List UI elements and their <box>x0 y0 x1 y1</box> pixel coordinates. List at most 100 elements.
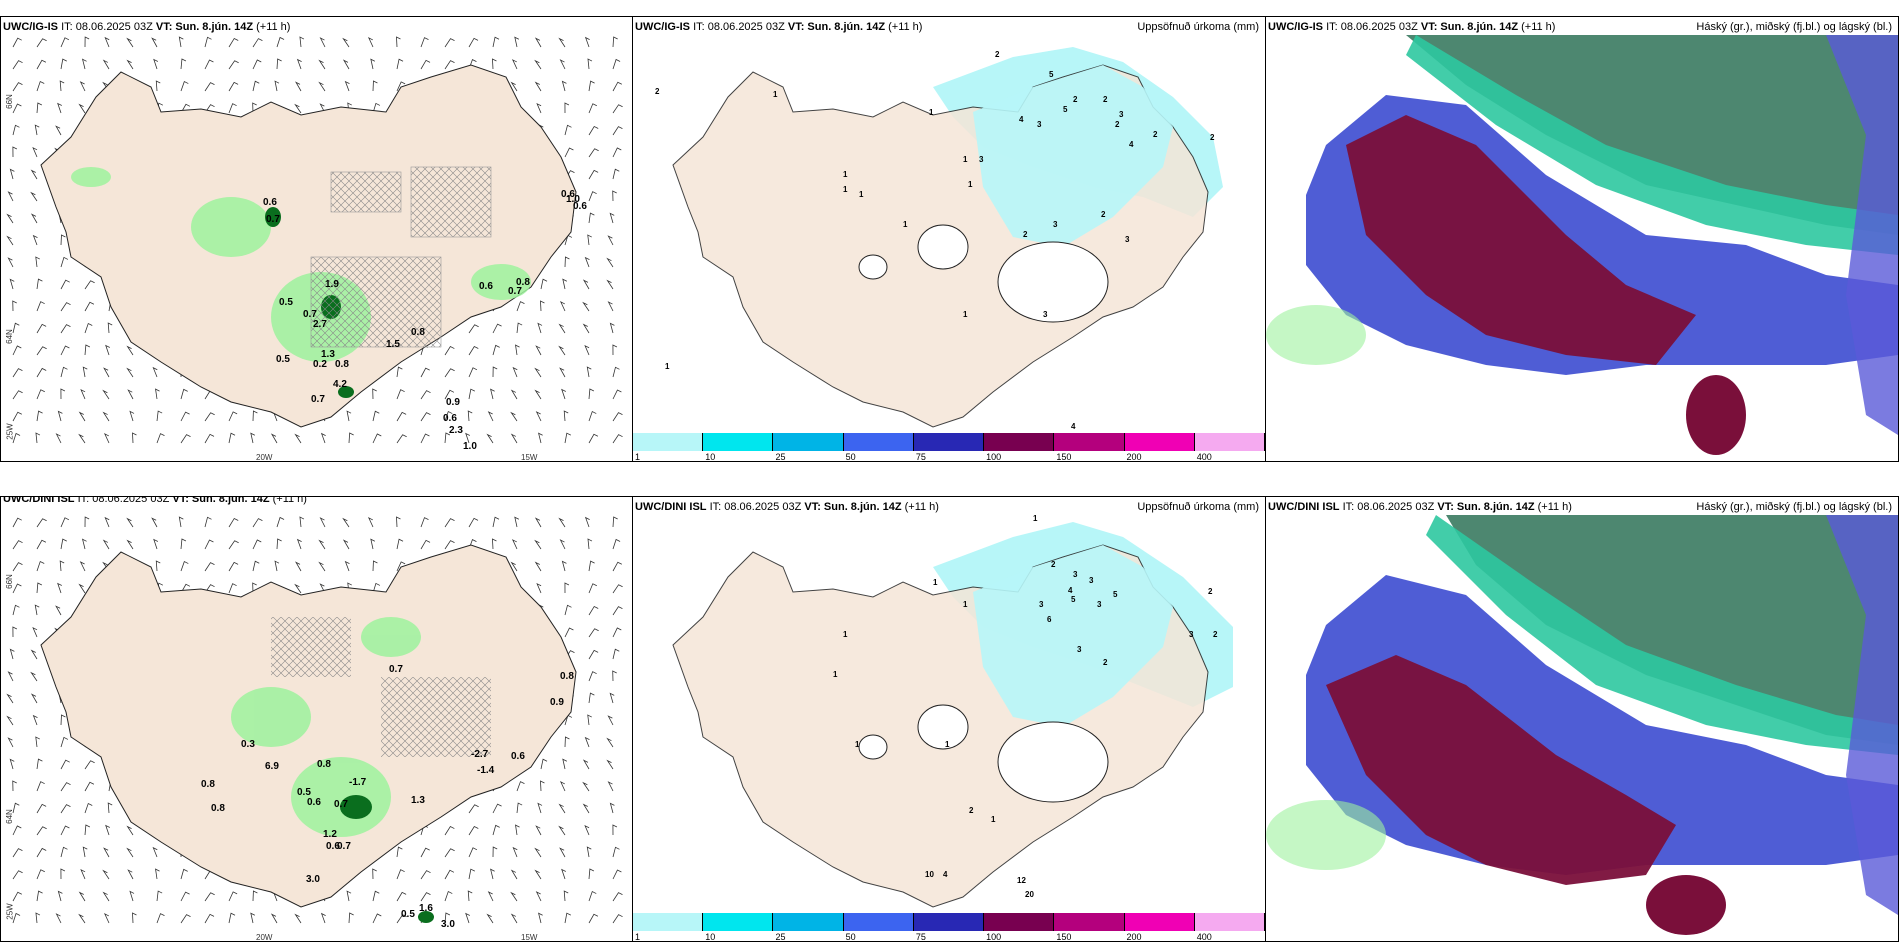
wind-barb <box>35 736 40 748</box>
wind-barb <box>492 803 502 814</box>
wind-barb <box>582 759 590 770</box>
wind-barb <box>319 37 326 48</box>
wind-barb <box>84 280 95 290</box>
value-label: 0.5 <box>297 787 311 798</box>
wind-barb <box>510 913 518 924</box>
wind-barb <box>510 433 518 444</box>
wind-barb <box>468 37 479 48</box>
wind-barb <box>588 212 595 224</box>
wind-barb <box>60 825 70 836</box>
wind-barb <box>103 913 110 924</box>
wind-barb <box>78 891 86 902</box>
panel-title: UWC/DINI ISL IT: 08.06.2025 03Z VT: Sun.… <box>1268 501 1572 513</box>
wind-barb <box>465 432 471 444</box>
wind-barb <box>127 869 134 880</box>
value-label: 2 <box>1103 658 1108 667</box>
value-label: 1.5 <box>386 339 400 350</box>
value-label: 1 <box>843 170 848 179</box>
wind-barb <box>468 388 476 400</box>
wind-barb <box>55 433 62 444</box>
legend-swatch <box>703 433 774 451</box>
wind-barb <box>367 517 374 528</box>
value-label: 0.7 <box>311 394 325 405</box>
wind-barb <box>468 804 479 814</box>
wind-barb <box>132 912 137 924</box>
wind-barb <box>487 891 494 902</box>
wind-barb <box>180 914 191 924</box>
iceland-landmass <box>40 64 577 428</box>
wind-barb <box>32 626 38 638</box>
wind-barb <box>492 323 502 334</box>
wind-barb <box>60 804 71 814</box>
wind-barb <box>12 517 22 528</box>
wind-barb <box>587 538 593 550</box>
value-label: 3 <box>1043 310 1048 319</box>
wind-barb <box>12 368 23 378</box>
wind-barb <box>492 824 500 836</box>
legend-swatch <box>984 433 1055 451</box>
wind-barb <box>535 891 542 902</box>
value-label: 1 <box>968 180 973 189</box>
legend-swatch <box>913 433 985 451</box>
value-label: 2 <box>1210 133 1215 142</box>
map-clouds <box>1266 515 1898 941</box>
wind-barb <box>228 60 239 70</box>
precip-legend: 1 10 25 50 75 100 150 200 400 <box>633 433 1265 462</box>
legend-label: 10 <box>705 932 716 942</box>
legend-label: 1 <box>635 932 641 942</box>
wind-barb <box>510 81 518 92</box>
wind-barb <box>444 912 451 924</box>
wind-barb <box>587 714 592 726</box>
wind-barb <box>7 671 14 682</box>
wind-barb <box>12 146 18 158</box>
wind-barb <box>105 824 110 836</box>
wind-barb <box>320 912 326 924</box>
wind-barb <box>57 410 63 422</box>
legend-swatch <box>1054 433 1125 451</box>
wind-barb <box>252 102 257 114</box>
wind-barb <box>296 58 302 70</box>
wind-barb <box>606 279 614 290</box>
wind-barb <box>342 37 350 48</box>
wind-barb <box>36 781 45 792</box>
wind-barb <box>558 345 566 356</box>
wind-barb <box>584 344 590 356</box>
wind-barb <box>510 891 518 902</box>
wind-barb <box>468 825 479 836</box>
wind-barb <box>444 60 455 70</box>
wind-barb <box>84 802 93 814</box>
value-label: 5 <box>1071 595 1076 604</box>
wind-barb <box>30 169 38 180</box>
value-label: 1 <box>963 600 968 609</box>
wind-barb <box>126 59 134 70</box>
wind-barb <box>588 913 599 924</box>
wind-barb <box>60 37 70 48</box>
wind-barb <box>299 36 305 48</box>
wind-barb <box>561 80 567 92</box>
wind-barb <box>318 59 326 70</box>
wind-barb <box>514 36 520 48</box>
value-label: 0.8 <box>560 671 574 682</box>
wind-barb <box>559 59 566 70</box>
wind-barb <box>252 38 263 48</box>
legend-label: 10 <box>705 452 716 462</box>
wind-barb <box>9 168 15 180</box>
value-label: 0.7 <box>303 309 317 320</box>
wind-barb <box>60 714 66 726</box>
wind-barb <box>588 80 595 92</box>
wind-barb <box>534 869 542 880</box>
wind-barb <box>606 737 614 748</box>
legend-swatch <box>843 913 914 931</box>
value-label: 1.3 <box>411 795 425 806</box>
value-label: 3 <box>1077 645 1082 654</box>
wind-barb <box>396 538 404 550</box>
wind-barb <box>396 516 401 528</box>
wind-barb <box>588 560 595 572</box>
value-label: 0.8 <box>201 779 215 790</box>
value-label: 4 <box>1068 586 1073 595</box>
wind-barb <box>612 58 621 70</box>
wind-barb <box>420 517 429 528</box>
value-label: 1.3 <box>321 349 335 360</box>
wind-barb <box>12 82 23 92</box>
wind-barb <box>7 737 14 748</box>
